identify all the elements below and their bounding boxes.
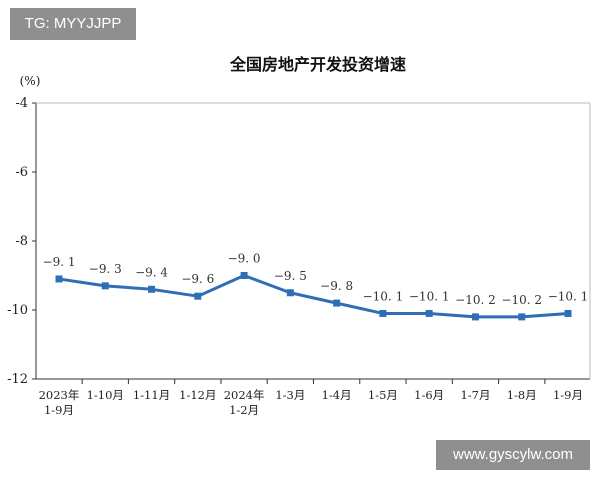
data-label: −10. 1: [363, 289, 404, 303]
data-point: [471, 313, 479, 321]
x-tick-label: 1-11月: [133, 388, 170, 402]
data-label: −10. 1: [409, 289, 450, 303]
x-tick-label: 1-4月: [322, 388, 352, 402]
data-point: [240, 272, 248, 279]
chart-axes: [35, 102, 591, 380]
watermark-top-badge: TG: MYYJJPP: [10, 8, 136, 40]
y-axis-unit-label: (%): [20, 74, 41, 88]
x-tick-label: 2024年 1-2月: [224, 388, 265, 417]
data-label: −9. 4: [135, 265, 168, 279]
x-tick-label: 1-10月: [87, 388, 124, 402]
data-point: [55, 275, 63, 283]
data-point: [194, 292, 202, 300]
data-label: −9. 6: [181, 272, 214, 286]
series-points: [55, 272, 572, 321]
x-tick-label: 1-7月: [460, 388, 490, 402]
x-tick-label: 1-12月: [179, 388, 216, 402]
y-tick-label: -4: [15, 96, 28, 111]
x-axis-ticks: 2023年 1-9月 1-10月 1-11月 1-12月 2024年 1-2月 1-3月 1-4…: [39, 379, 583, 417]
x-tick-label: 1-9月: [553, 388, 583, 402]
data-point: [148, 285, 156, 293]
data-label: −9. 1: [43, 255, 76, 269]
x-tick-label: 1-3月: [275, 388, 305, 402]
chart-title: 全国房地产开发投资增速: [229, 55, 406, 74]
data-point: [286, 289, 294, 297]
x-tick-label: 1-8月: [507, 388, 537, 402]
data-point: [518, 313, 526, 321]
data-label: −9. 3: [89, 262, 122, 276]
data-label: −10. 2: [501, 293, 542, 307]
y-tick-label: -8: [15, 234, 28, 249]
x-tick-label: 1-6月: [414, 388, 444, 402]
data-label: −10. 2: [455, 293, 496, 307]
x-tick-label: 1-5月: [368, 388, 398, 402]
data-label: −9. 0: [228, 252, 261, 266]
data-label: −9. 5: [274, 269, 307, 283]
data-point: [564, 309, 572, 317]
data-labels: −9. 1 −9. 3 −9. 4 −9. 6 −9. 0 −9. 5 −9. 8 −10. …: [43, 252, 589, 307]
data-label: −10. 1: [548, 289, 589, 303]
series-line: [58, 274, 569, 319]
data-point: [425, 309, 433, 317]
y-tick-label: -6: [15, 165, 28, 180]
data-point: [379, 309, 387, 317]
data-point: [101, 282, 109, 290]
data-label: −9. 8: [320, 279, 353, 293]
series-polyline: [58, 274, 569, 319]
watermark-bottom-badge: www.gyscylw.com: [436, 440, 590, 470]
data-point: [333, 299, 341, 307]
y-tick-label: -12: [7, 372, 28, 387]
y-tick-label: -10: [7, 303, 28, 318]
x-tick-label: 2023年 1-9月: [39, 388, 80, 417]
y-axis-ticks: -4 -6 -8 -10 -12: [7, 96, 36, 387]
